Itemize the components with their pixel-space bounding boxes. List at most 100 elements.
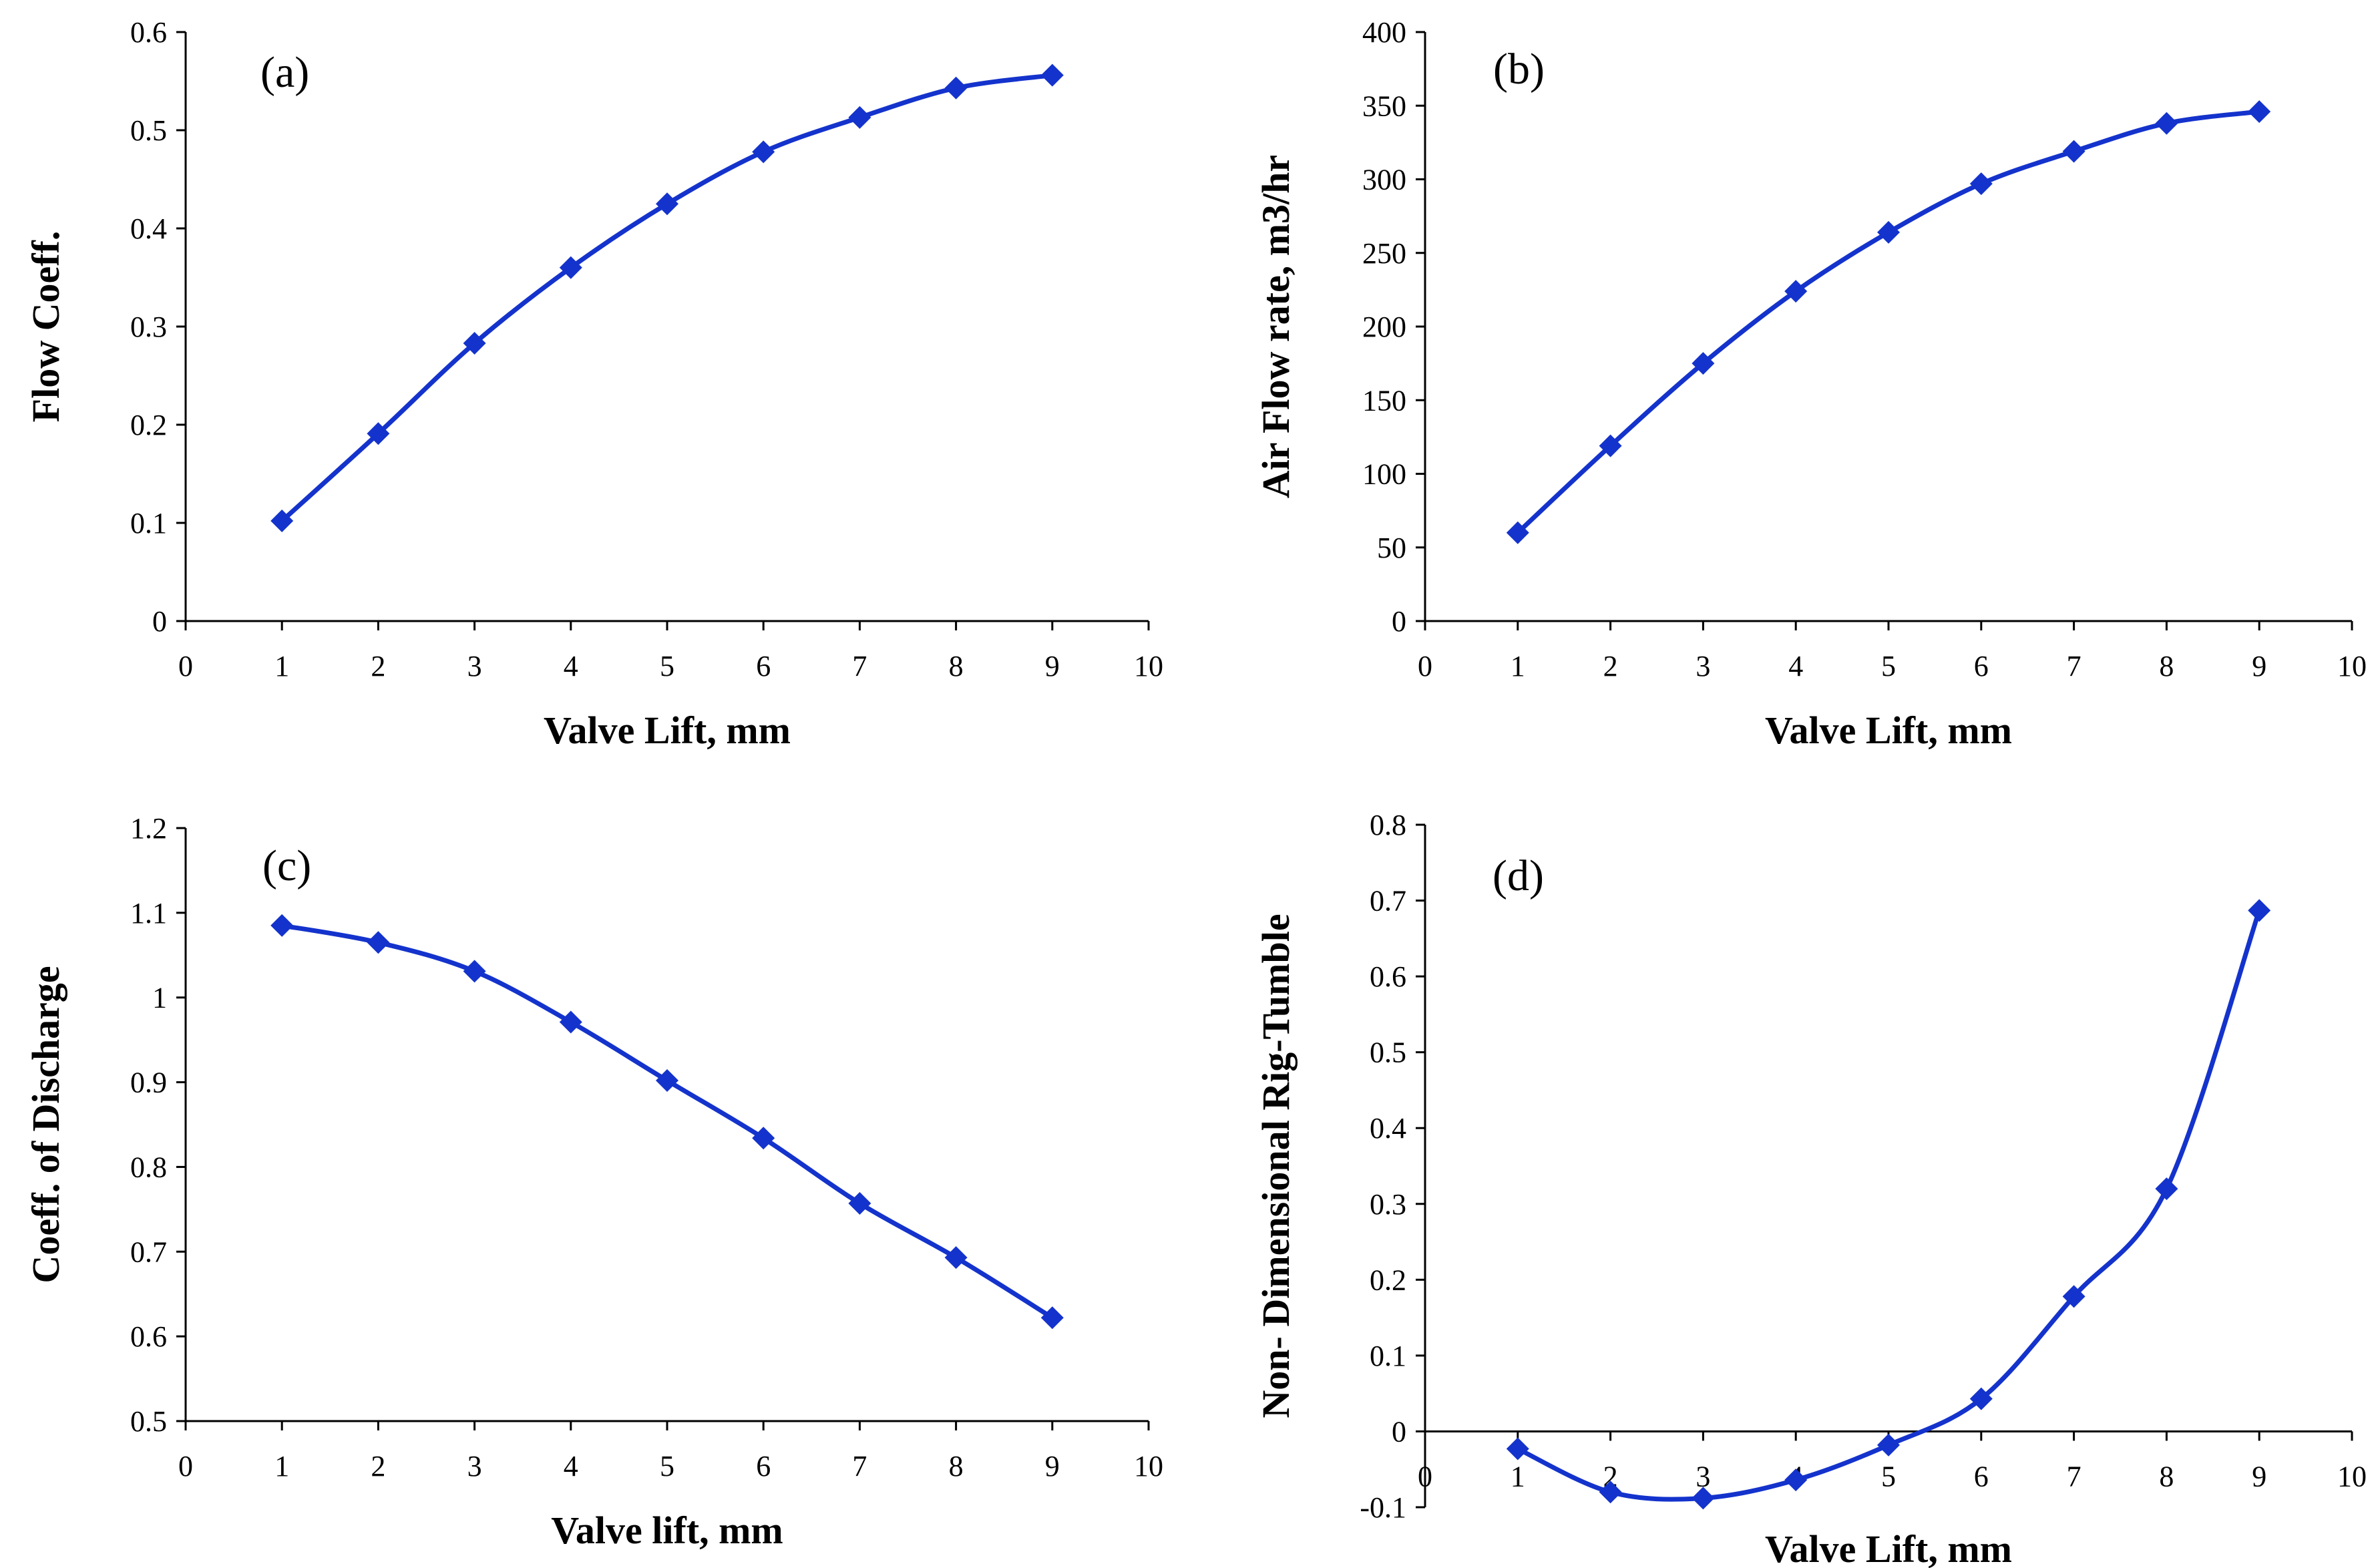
y-tick-label: 1 <box>152 982 167 1014</box>
x-tick-label: 10 <box>1134 1450 1163 1483</box>
panel-label: (b) <box>1493 45 1545 93</box>
y-tick-label: 0.5 <box>130 1405 167 1438</box>
x-axis-title: Valve Lift, mm <box>1765 709 2012 752</box>
x-tick-label: 10 <box>2337 1460 2367 1493</box>
series-line <box>1515 109 2262 536</box>
data-point-marker <box>1784 1468 1808 1492</box>
x-tick-label: 5 <box>660 1450 674 1483</box>
x-tick-label: 1 <box>274 650 289 682</box>
data-point-marker <box>1040 63 1064 87</box>
x-tick-label: 5 <box>1881 1460 1896 1493</box>
data-point-marker <box>656 1069 678 1093</box>
y-tick-label: 100 <box>1362 458 1406 491</box>
data-point-marker <box>1040 1306 1064 1330</box>
x-tick-label: 3 <box>467 650 482 682</box>
x-tick-label: 7 <box>852 1450 867 1483</box>
data-point-marker <box>1506 1437 1529 1460</box>
x-tick-label: 3 <box>467 1450 482 1483</box>
y-tick-label: 0.4 <box>1370 1112 1406 1145</box>
x-tick-label: 0 <box>178 1450 193 1483</box>
y-tick-label: 0.2 <box>130 409 167 441</box>
y-axis-title: Non- Dimensional Rig-Tumble <box>1254 914 1298 1418</box>
x-axis-title: Valve Lift, mm <box>544 709 791 752</box>
data-point-marker <box>1784 280 1808 303</box>
y-axis-title: Flow Coeff. <box>24 231 67 423</box>
y-tick-label: 0.6 <box>130 1320 167 1353</box>
panel-b: 0 50 100 150 200 250 300 350 400 0 1 2 3 4 5 6 7 8 9 10 Valv… <box>1254 16 2367 752</box>
data-point-marker <box>944 76 968 100</box>
y-tick-label: 300 <box>1362 164 1406 196</box>
y-tick-label: 400 <box>1362 16 1406 49</box>
x-tick-label: 4 <box>1788 650 1803 682</box>
x-tick-label: 6 <box>756 1450 771 1483</box>
x-tick-label: 7 <box>852 650 867 682</box>
x-tick-label: 10 <box>1134 650 1163 682</box>
x-tick-label: 8 <box>2159 1460 2174 1493</box>
data-point-marker <box>1599 434 1622 457</box>
y-tick-label: 250 <box>1362 237 1406 270</box>
x-tick-label: 8 <box>949 1450 964 1483</box>
data-point-marker <box>1969 172 1993 196</box>
y-tick-label: 0.6 <box>130 16 167 49</box>
panel-label: (d) <box>1493 851 1544 900</box>
y-tick-label: 0.8 <box>1370 809 1406 841</box>
x-tick-label: 10 <box>2337 650 2367 682</box>
y-tick-label: 150 <box>1362 384 1406 417</box>
x-tick-label: 0 <box>178 650 193 682</box>
y-axis-title: Coeff. of Discharge <box>24 966 67 1283</box>
x-tick-label: 9 <box>1045 650 1060 682</box>
data-point-marker <box>2248 899 2271 922</box>
y-tick-label: 0.7 <box>1370 885 1406 918</box>
x-tick-label: 4 <box>564 1450 578 1483</box>
data-point-marker <box>848 106 871 129</box>
data-point-marker <box>2062 1285 2086 1308</box>
data-point-marker <box>1506 521 1529 544</box>
y-tick-label: 0 <box>1392 1415 1406 1448</box>
data-point-marker <box>1692 1487 1715 1510</box>
y-tick-label: 0.1 <box>130 507 167 540</box>
panel-c: 0.5 0.6 0.7 0.8 0.9 1 1.1 1.2 0 1 2 3 4 5 6 7 8 9 10 Valve … <box>24 812 1163 1552</box>
data-point-marker <box>2248 100 2271 124</box>
x-axis-title: Valve Lift, mm <box>1765 1527 2012 1568</box>
x-tick-label: 3 <box>1696 1460 1710 1493</box>
data-point-marker <box>270 510 294 533</box>
y-tick-label: 50 <box>1377 532 1406 564</box>
y-tick-label: -0.1 <box>1360 1491 1406 1524</box>
series-line <box>279 73 1055 524</box>
x-tick-label: 9 <box>1045 1450 1060 1483</box>
x-tick-label: 5 <box>1881 650 1896 682</box>
x-tick-label: 1 <box>1511 650 1525 682</box>
data-point-marker <box>367 931 390 954</box>
x-tick-label: 6 <box>1974 1460 1989 1493</box>
y-tick-label: 0.3 <box>130 311 167 343</box>
x-tick-label: 1 <box>1511 1460 1525 1493</box>
y-tick-label: 200 <box>1362 311 1406 343</box>
data-point-marker <box>752 140 775 164</box>
data-point-marker <box>2155 112 2178 135</box>
y-tick-label: 0.2 <box>1370 1263 1406 1296</box>
data-point-marker <box>848 1191 871 1215</box>
x-tick-label: 7 <box>2067 650 2082 682</box>
data-point-marker <box>2155 1177 2178 1201</box>
data-point-marker <box>367 422 390 445</box>
x-axis-title: Valve lift, mm <box>551 1509 783 1552</box>
y-tick-label: 0.8 <box>130 1151 167 1183</box>
x-tick-label: 2 <box>1603 650 1618 682</box>
x-tick-label: 3 <box>1696 650 1710 682</box>
y-tick-label: 0.3 <box>1370 1188 1406 1221</box>
data-point-marker <box>1692 352 1715 375</box>
y-tick-label: 0 <box>152 605 167 638</box>
data-point-marker <box>270 914 294 937</box>
y-tick-label: 0 <box>1392 605 1406 638</box>
data-point-marker <box>1969 1387 1993 1410</box>
y-tick-label: 0.9 <box>130 1066 167 1099</box>
y-tick-label: 1.1 <box>130 897 167 930</box>
data-point-marker <box>656 192 678 216</box>
x-tick-label: 9 <box>2252 1460 2266 1493</box>
y-tick-label: 0.1 <box>1370 1340 1406 1372</box>
x-tick-label: 5 <box>660 650 674 682</box>
panel-a: 0 0.1 0.2 0.3 0.4 0.5 0.6 0 1 2 3 4 5 6 7 8 9 10 Valve Lif… <box>24 16 1163 752</box>
x-tick-label: 6 <box>756 650 771 682</box>
x-tick-label: 8 <box>2159 650 2174 682</box>
